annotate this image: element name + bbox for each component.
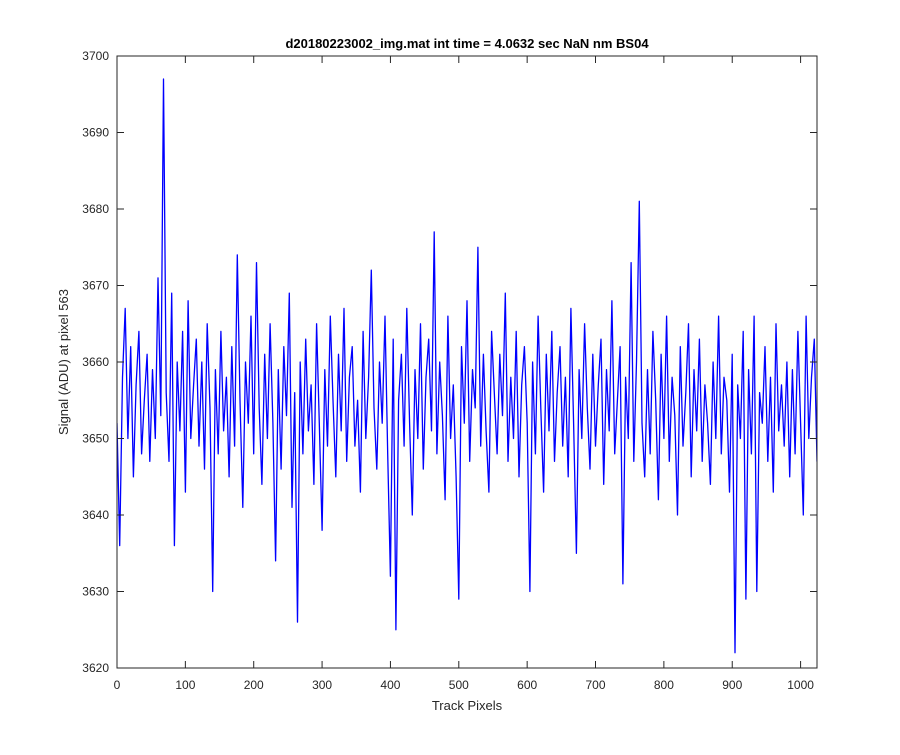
signal-trace-line (117, 78, 817, 654)
x-axis-label: Track Pixels (432, 698, 503, 713)
x-tick-label: 600 (517, 678, 537, 692)
x-tick-label: 900 (722, 678, 742, 692)
y-tick-label: 3700 (82, 49, 109, 63)
y-tick-label: 3670 (82, 279, 109, 293)
x-tick-label: 100 (175, 678, 195, 692)
x-tick-label: 300 (312, 678, 332, 692)
x-tick-label: 800 (654, 678, 674, 692)
y-tick-label: 3660 (82, 355, 109, 369)
y-axis-label: Signal (ADU) at pixel 563 (56, 289, 71, 435)
y-axis-ticks: 3620 3630 3640 3650 3660 3670 3680 3690 3700 (82, 49, 817, 675)
x-tick-label: 0 (114, 678, 121, 692)
y-tick-label: 3650 (82, 432, 109, 446)
y-tick-label: 3640 (82, 508, 109, 522)
y-tick-label: 3680 (82, 202, 109, 216)
y-tick-label: 3630 (82, 585, 109, 599)
x-tick-label: 400 (380, 678, 400, 692)
y-tick-label: 3620 (82, 661, 109, 675)
y-tick-label: 3690 (82, 126, 109, 140)
x-tick-label: 200 (244, 678, 264, 692)
x-tick-label: 1000 (787, 678, 814, 692)
chart-title: d20180223002_img.mat int time = 4.0632 s… (285, 36, 649, 51)
x-tick-label: 700 (586, 678, 606, 692)
x-axis-ticks: 0 100 200 300 400 500 600 700 800 900 1000 (114, 56, 814, 692)
x-tick-label: 500 (449, 678, 469, 692)
